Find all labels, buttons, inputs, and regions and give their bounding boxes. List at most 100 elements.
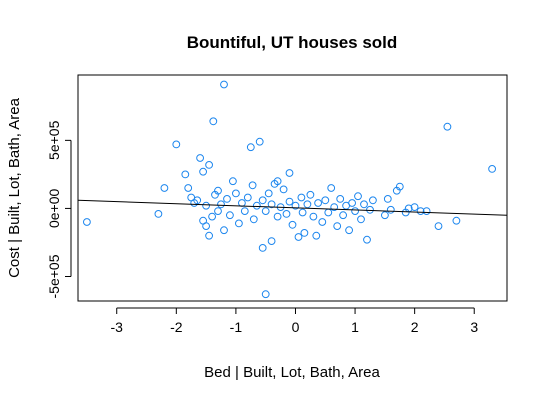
- data-point: [416, 207, 425, 216]
- y-axis-label: Cost | Built, Lot, Bath, Area: [6, 97, 23, 277]
- data-point: [336, 195, 345, 203]
- data-point: [248, 181, 257, 190]
- data-point: [220, 226, 228, 235]
- plot-frame: [77, 74, 508, 302]
- y-tick-label: 0e+00: [46, 189, 62, 229]
- data-point: [249, 215, 258, 224]
- data-point: [264, 189, 273, 198]
- data-point: [410, 203, 419, 212]
- data-point: [235, 219, 243, 228]
- data-point: [345, 226, 354, 235]
- x-tick-label: -2: [170, 319, 183, 335]
- data-point: [285, 197, 294, 206]
- data-point: [312, 231, 321, 240]
- data-point: [360, 200, 368, 209]
- data-point: [333, 222, 342, 231]
- data-point: [306, 190, 315, 199]
- data-point: [214, 207, 222, 216]
- data-point: [294, 233, 303, 241]
- y-tick-label: 5e+05: [46, 120, 62, 160]
- data-point: [324, 208, 333, 217]
- data-point: [243, 193, 252, 202]
- data-point: [261, 207, 270, 216]
- x-axis: -3 -2 -1 0 1 2 3: [111, 307, 478, 335]
- data-point: [422, 207, 431, 216]
- data-point: [217, 200, 225, 209]
- data-point: [357, 215, 365, 224]
- x-tick-label: 0: [292, 319, 300, 335]
- data-point: [205, 161, 214, 169]
- data-point: [205, 231, 214, 240]
- data-point: [330, 203, 339, 212]
- data-point: [255, 137, 264, 146]
- data-point: [285, 169, 294, 177]
- data-point: [300, 229, 309, 237]
- data-point: [386, 205, 395, 214]
- data-point: [226, 211, 234, 220]
- data-point: [279, 185, 288, 194]
- data-point: [209, 117, 218, 126]
- data-point: [395, 182, 404, 191]
- data-point: [229, 177, 237, 186]
- data-point: [181, 170, 190, 179]
- y-axis: -5e+05 0e+00 5e+05: [46, 120, 72, 298]
- data-point: [434, 222, 443, 231]
- data-point: [314, 199, 323, 207]
- data-point: [154, 210, 163, 218]
- data-point: [452, 216, 461, 225]
- data-point: [267, 237, 276, 246]
- data-point: [193, 196, 202, 205]
- data-point: [160, 184, 169, 192]
- x-tick-label: -1: [230, 319, 243, 335]
- data-point: [273, 177, 282, 186]
- data-point: [199, 167, 208, 176]
- data-point: [238, 199, 246, 207]
- data-point: [366, 205, 374, 214]
- data-point: [348, 199, 357, 207]
- data-point: [184, 184, 193, 192]
- x-tick-label: 2: [411, 319, 419, 335]
- data-point: [291, 201, 300, 210]
- data-point: [298, 208, 307, 217]
- data-point: [252, 201, 261, 210]
- data-point: [202, 222, 211, 231]
- data-point: [339, 211, 348, 220]
- y-tick-label: -5e+05: [46, 254, 62, 298]
- data-point: [246, 143, 255, 152]
- data-point: [267, 200, 276, 209]
- data-point: [202, 201, 211, 210]
- data-point: [488, 165, 497, 173]
- data-point: [354, 192, 362, 201]
- data-point: [208, 212, 217, 221]
- data-point: [443, 122, 452, 131]
- data-point: [223, 195, 231, 203]
- data-point: [351, 207, 360, 216]
- x-tick-label: -3: [111, 319, 124, 335]
- data-point: [282, 210, 291, 218]
- data-point: [261, 290, 270, 299]
- data-point: [369, 196, 377, 205]
- data-point: [232, 189, 240, 198]
- data-point: [240, 207, 249, 216]
- data-point: [258, 196, 267, 205]
- data-point: [172, 140, 181, 149]
- data-point: [273, 212, 282, 221]
- data-point: [381, 211, 389, 220]
- data-point: [318, 218, 327, 226]
- data-point: [196, 154, 205, 162]
- data-point: [220, 80, 228, 89]
- data-point: [383, 195, 392, 203]
- data-point: [303, 200, 312, 209]
- data-point: [258, 244, 267, 252]
- x-axis-label: Bed | Built, Lot, Bath, Area: [204, 364, 380, 381]
- data-point: [83, 218, 91, 226]
- x-tick-label: 1: [351, 319, 359, 335]
- data-point: [363, 235, 371, 244]
- points-layer: [83, 80, 497, 299]
- regression-line: [77, 199, 508, 216]
- data-point: [321, 196, 330, 205]
- data-point: [297, 193, 306, 202]
- chart-title: Bountiful, UT houses sold: [187, 33, 398, 52]
- data-point: [327, 184, 336, 192]
